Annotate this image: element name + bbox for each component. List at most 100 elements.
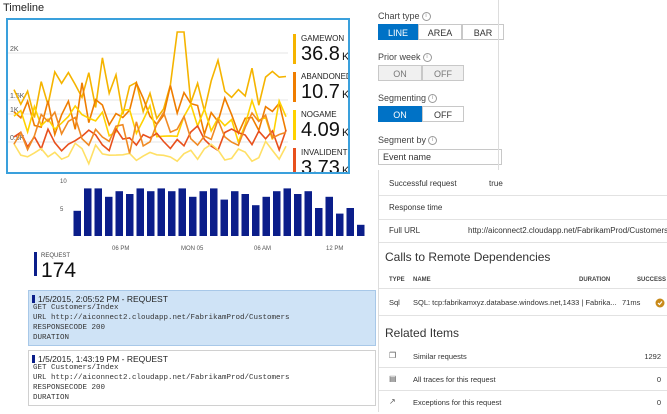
segmenting-off-button[interactable]: OFF [422, 106, 464, 122]
request-marker [32, 355, 35, 363]
request-bar[interactable] [220, 199, 229, 236]
segment-by-select[interactable]: Event name [378, 149, 502, 165]
panel-divider [498, 0, 499, 170]
segmenting-toggle: ON OFF [378, 106, 464, 122]
request-bar[interactable] [294, 194, 302, 236]
col-header-success: SUCCESS [637, 277, 667, 283]
segmenting-label: Segmenting i [378, 93, 438, 104]
request-duration: DURATION [33, 334, 70, 342]
related-label: All traces for this request [413, 375, 496, 384]
dependency-name: SQL: tcp:fabrikamxyz.database.windows.ne… [413, 298, 617, 307]
legend-value: 3.73 K [301, 157, 350, 174]
request-bar[interactable] [147, 191, 155, 236]
divider [379, 219, 667, 220]
request-summary-label: REQUEST [41, 253, 71, 259]
warning-icon [655, 298, 665, 308]
request-bar[interactable] [84, 188, 92, 236]
chart-type-toggle: LINE AREA BAR [378, 24, 504, 40]
request-bar[interactable] [252, 205, 260, 236]
line-button[interactable]: LINE [378, 24, 418, 40]
prior-week-off-button[interactable]: OFF [422, 65, 464, 81]
divider [379, 242, 667, 243]
segmenting-on-button[interactable]: ON [378, 106, 422, 122]
property-key: Successful request [389, 179, 457, 188]
request-bar[interactable] [357, 224, 365, 236]
related-count: 0 [656, 398, 661, 407]
y-tick-label: 10 [60, 179, 67, 185]
info-icon[interactable]: i [421, 12, 431, 22]
request-bar[interactable] [273, 191, 281, 236]
timeline-title: Timeline [3, 2, 45, 14]
legend-value: 4.09 K [301, 119, 350, 141]
request-bar[interactable] [136, 188, 145, 236]
request-bar[interactable] [231, 191, 239, 236]
segment-by-label: Segment by i [378, 135, 438, 146]
timeline-series-line [13, 80, 287, 138]
legend-name: GAMEWON [301, 34, 345, 43]
related-items-title: Related Items [385, 326, 460, 340]
related-all-traces[interactable]: ▤ All traces for this request 0 [379, 367, 667, 391]
property-key: Full URL [389, 226, 421, 235]
timeline-chart[interactable]: 2K 1.5K 1K 0.5K GAMEWON 36.8 K ABANDONED 10.… [6, 18, 350, 174]
request-marker [34, 252, 37, 276]
property-value[interactable]: http://aiconnect2.cloudapp.net/FabrikamP… [468, 226, 667, 235]
timeline-series-line [13, 110, 287, 154]
request-count: 174 [41, 259, 77, 282]
request-bar[interactable] [105, 196, 113, 236]
request-bar[interactable] [115, 191, 124, 236]
request-bar[interactable] [210, 188, 218, 236]
request-list-item[interactable]: 1/5/2015, 2:05:52 PM - REQUEST GET Custo… [28, 290, 376, 346]
dependency-type: Sql [389, 298, 400, 307]
request-bar[interactable] [168, 191, 176, 236]
request-bar[interactable] [325, 196, 334, 236]
info-icon[interactable]: i [428, 136, 438, 146]
divider [379, 367, 667, 368]
request-list-item[interactable]: 1/5/2015, 1:43:19 PM - REQUEST GET Custo… [28, 350, 376, 406]
divider [379, 195, 667, 196]
request-panel: 10 5 06 PM MON 05 06 AM 12 PM REQUEST 174 1/5… [26, 176, 378, 412]
request-title: 1/5/2015, 2:05:52 PM - REQUEST [38, 294, 168, 304]
request-bar[interactable] [94, 188, 103, 236]
request-bar[interactable] [73, 210, 82, 236]
request-method: GET Customers/Index [33, 364, 119, 372]
col-header-duration: DURATION [579, 277, 611, 283]
x-tick-label: 06 PM [112, 246, 129, 252]
bar-button[interactable]: BAR [462, 24, 504, 40]
legend-name: ABANDONED [301, 72, 350, 81]
request-bar[interactable] [189, 196, 197, 236]
legend-swatch [293, 148, 296, 172]
property-key: Response time [389, 203, 443, 212]
request-response-code: RESPONSECODE 200 [33, 324, 106, 332]
request-bar[interactable] [315, 208, 323, 236]
col-header-name: NAME [413, 277, 431, 283]
request-bar[interactable] [199, 191, 208, 236]
request-url: URL http://aiconnect2.cloudapp.net/Fabri… [33, 374, 290, 382]
request-bar[interactable] [241, 194, 250, 236]
dependency-duration: 71ms [622, 298, 641, 307]
request-bar[interactable] [157, 188, 166, 236]
related-exceptions[interactable]: ↗ Exceptions for this request 0 [379, 390, 667, 414]
related-similar-requests[interactable]: ❐ Similar requests 1292 [379, 344, 667, 368]
request-details-panel: Successful request true Response time Fu… [378, 170, 667, 412]
legend-name: INVALIDENTR [301, 148, 350, 157]
request-bar[interactable] [126, 194, 134, 236]
timeline-series-line [13, 124, 287, 153]
area-button[interactable]: AREA [418, 24, 462, 40]
request-bar[interactable] [304, 191, 313, 236]
request-bar[interactable] [336, 213, 344, 236]
related-count: 1292 [644, 352, 661, 361]
y-tick-label: 2K [10, 46, 19, 53]
prior-week-label: Prior week i [378, 52, 432, 63]
request-bar[interactable] [283, 188, 292, 236]
dependencies-title: Calls to Remote Dependencies [385, 250, 551, 264]
info-icon[interactable]: i [422, 53, 432, 63]
request-bar[interactable] [346, 208, 355, 236]
prior-week-on-button[interactable]: ON [378, 65, 422, 81]
request-bar[interactable] [262, 196, 271, 236]
request-bar-chart[interactable]: 10 5 06 PM MON 05 06 AM 12 PM [26, 176, 378, 254]
x-tick-label: 06 AM [254, 246, 271, 252]
request-bar[interactable] [178, 188, 187, 236]
divider [379, 315, 667, 316]
timeline-panel: Timeline 2K 1.5K 1K 0.5K GAMEWON 36.8 K ABAN… [0, 0, 358, 176]
info-icon[interactable]: i [428, 94, 438, 104]
